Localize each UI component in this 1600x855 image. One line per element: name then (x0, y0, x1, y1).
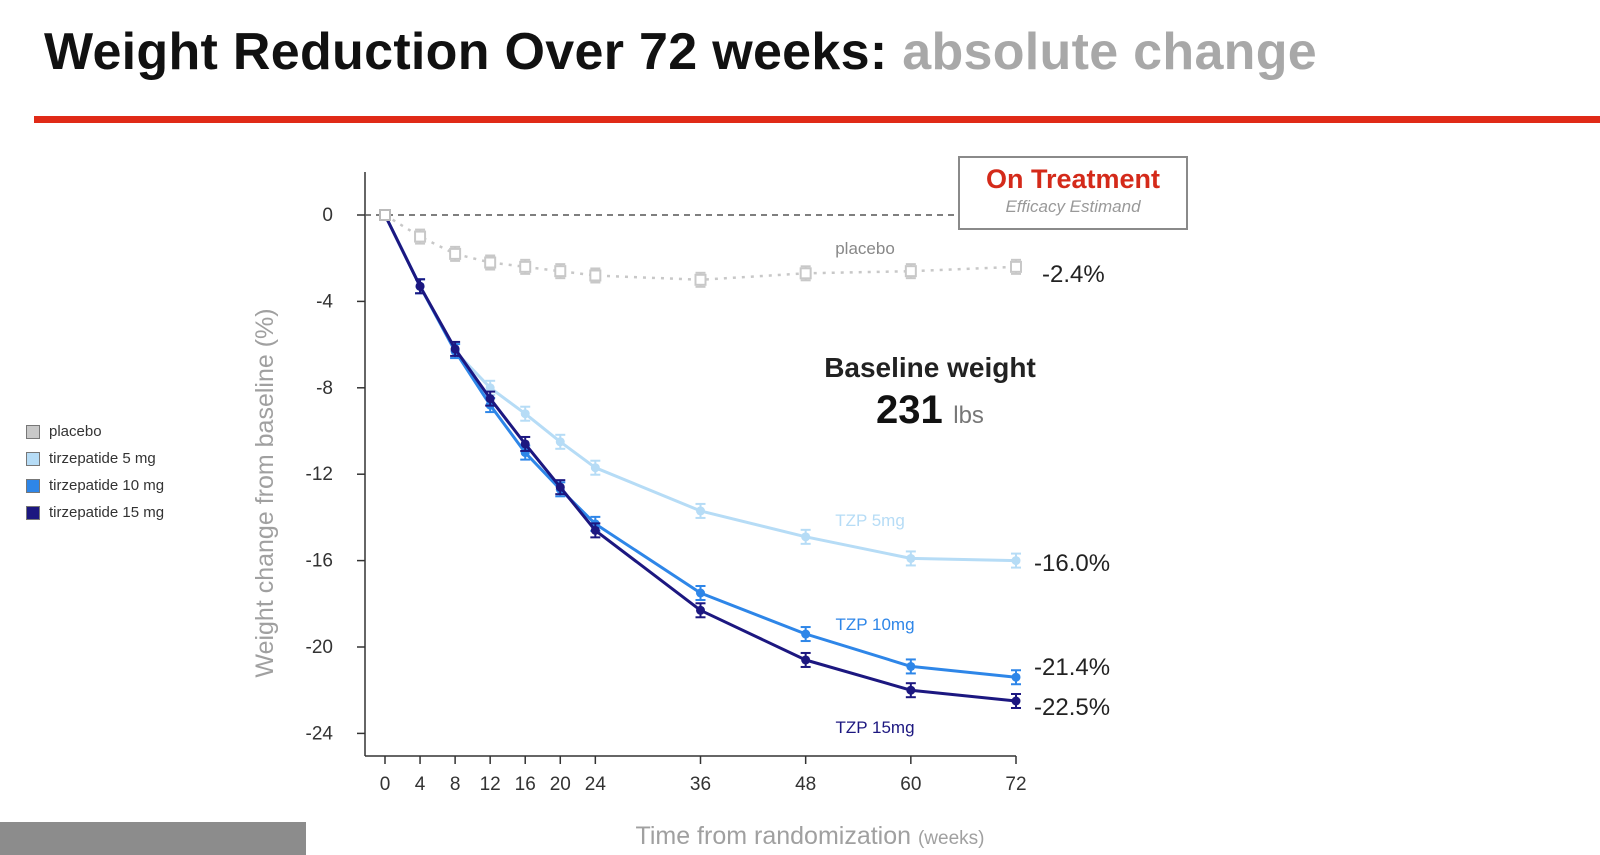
x-axis-label-unit: (weeks) (918, 828, 985, 849)
data-point (485, 394, 495, 404)
series-inline-label: TZP 5mg (835, 511, 905, 530)
series-inline-label: TZP 10mg (835, 615, 914, 634)
y-tick-label: -12 (306, 464, 333, 485)
x-tick-label: 60 (900, 774, 921, 795)
x-tick-label: 72 (1005, 774, 1026, 795)
data-point (906, 553, 916, 563)
legend-label: tirzepatide 15 mg (49, 504, 165, 521)
series-line (384, 213, 1017, 282)
data-point (450, 344, 460, 354)
slide-title: Weight Reduction Over 72 weeks: absolute… (44, 22, 1317, 82)
chart-legend: placebo tirzepatide 5 mg tirzepatide 10 mg… (26, 418, 164, 526)
on-treatment-badge: On Treatment Efficacy Estimand (958, 156, 1188, 230)
x-tick-label: 36 (690, 774, 711, 795)
x-tick-label: 0 (380, 774, 391, 795)
x-tick-label: 20 (550, 774, 571, 795)
legend-swatch (26, 451, 40, 466)
data-point (696, 588, 705, 598)
x-tick-label: 8 (450, 774, 461, 795)
x-tick-label: 12 (480, 774, 501, 795)
baseline-weight-label: Baseline weight (824, 352, 1036, 383)
slide-title-main: Weight Reduction Over 72 weeks: (44, 23, 888, 81)
x-tick-label: 4 (415, 774, 426, 795)
data-point (590, 525, 600, 535)
y-tick-label: -4 (316, 291, 333, 312)
series-end-value-label: -16.0% (1034, 550, 1110, 577)
baseline-weight-value: 231 (876, 388, 943, 432)
data-point (555, 482, 565, 492)
baseline-weight-annotation: Baseline weight 231 lbs (780, 352, 1080, 433)
series-end-value-label: -2.4% (1042, 261, 1105, 288)
legend-swatch (26, 505, 40, 520)
y-tick-label: -20 (306, 637, 333, 658)
data-point (1010, 260, 1022, 273)
baseline-weight-unit: lbs (953, 402, 984, 429)
data-point (590, 463, 600, 473)
data-point (696, 506, 705, 516)
data-point-origin (379, 209, 391, 221)
data-point (1011, 696, 1021, 706)
x-tick-label: 24 (585, 774, 607, 795)
x-tick-label: 16 (515, 774, 536, 795)
legend-item: tirzepatide 10 mg (26, 472, 164, 499)
presenter-name-bar (0, 822, 306, 855)
x-axis-label-main: Time from randomization (635, 822, 918, 850)
x-axis-label: Time from randomization (weeks) (635, 822, 984, 850)
legend-swatch (26, 478, 40, 493)
data-point (555, 437, 565, 447)
data-point (906, 661, 916, 671)
data-point (485, 383, 495, 393)
data-point (449, 247, 462, 260)
data-point (906, 685, 916, 695)
data-point (801, 532, 811, 542)
data-point (799, 267, 812, 280)
data-point (484, 256, 497, 269)
legend-item: tirzepatide 5 mg (26, 445, 164, 472)
legend-swatch (26, 424, 40, 439)
series-end-value-label: -21.4% (1034, 654, 1110, 681)
data-point (1011, 672, 1021, 682)
y-tick-label: -16 (306, 551, 333, 572)
series-end-value-label: -22.5% (1034, 694, 1110, 721)
series-line (383, 214, 1017, 703)
legend-label: tirzepatide 10 mg (49, 477, 165, 494)
series-placebo: placebo -2.4% (379, 209, 1105, 288)
series-inline-label: TZP 15mg (835, 718, 914, 737)
y-tick-label: 0 (322, 205, 333, 226)
series-tirzepatide-10-mg: TZP 10mg -21.4% (379, 209, 1110, 686)
badge-subtitle: Efficacy Estimand (1005, 197, 1141, 216)
y-axis-label: Weight change from baseline (%) (251, 308, 279, 677)
data-point (415, 281, 425, 291)
y-tick-label: -24 (306, 723, 334, 744)
data-point (904, 265, 917, 278)
data-point (801, 629, 811, 639)
data-point (589, 269, 602, 282)
title-divider (34, 116, 1600, 123)
data-point (519, 260, 532, 273)
data-point (520, 409, 530, 419)
legend-label: placebo (49, 423, 102, 440)
badge-title: On Treatment (985, 164, 1161, 194)
data-point (694, 273, 707, 286)
y-tick-label: -8 (316, 378, 333, 399)
data-point (554, 265, 567, 278)
legend-label: tirzepatide 5 mg (49, 450, 156, 467)
slide-title-accent: absolute change (902, 23, 1318, 81)
legend-item: tirzepatide 15 mg (26, 499, 164, 526)
series-tirzepatide-15-mg: TZP 15mg -22.5% (379, 209, 1110, 737)
data-point (801, 655, 811, 665)
legend-item: placebo (26, 418, 164, 445)
data-point (696, 605, 705, 615)
data-point (414, 230, 427, 243)
x-tick-label: 48 (795, 774, 816, 795)
data-point (520, 439, 530, 449)
data-point (1011, 556, 1021, 566)
series-inline-label: placebo (835, 239, 895, 258)
